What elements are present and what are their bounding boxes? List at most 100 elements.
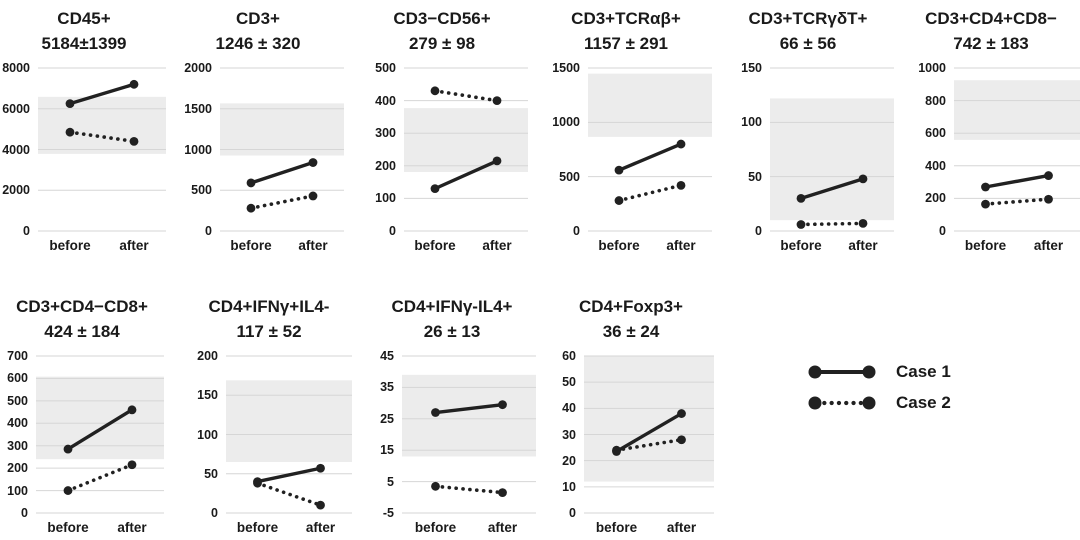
y-tick-label: 50 — [204, 466, 218, 481]
data-point-case-2-before — [246, 203, 256, 213]
chart-title: CD45+ — [57, 9, 111, 28]
case-1-line — [618, 142, 682, 172]
x-tick-label: before — [230, 238, 272, 253]
y-tick-label: 150 — [741, 61, 762, 75]
x-tick-label: after — [487, 520, 518, 535]
reference-band — [770, 98, 894, 221]
data-point-case-1-before — [430, 184, 440, 194]
y-tick-label: 40 — [562, 401, 576, 416]
x-tick-label: after — [482, 238, 512, 253]
reference-band — [226, 380, 352, 462]
plot-area: before after — [402, 355, 536, 540]
y-tick-label: 200 — [197, 349, 218, 363]
reference-band — [36, 376, 164, 460]
y-tick-label: -5 — [382, 506, 394, 520]
x-axis-labels: before after — [954, 238, 1080, 258]
y-axis-labels: 0 100 200 300 400 500 600 700 — [0, 349, 36, 520]
y-tick-label: 600 — [925, 126, 946, 141]
data-point-case-1-after — [498, 400, 507, 410]
reference-band — [584, 356, 714, 482]
data-point-case-2-before — [253, 478, 262, 488]
x-tick-label: before — [414, 520, 457, 535]
chart-svg — [588, 67, 712, 232]
y-axis-labels: 0 50 100 150 — [722, 61, 770, 238]
y-axis-labels: 0 2000 4000 6000 8000 — [2, 61, 38, 238]
x-tick-label: before — [780, 238, 822, 253]
case-1-line — [985, 173, 1049, 189]
y-tick-label: 100 — [375, 191, 396, 206]
chart-svg — [220, 67, 344, 232]
data-point-case-2-before — [796, 220, 806, 229]
chart-svg — [226, 355, 352, 514]
chart-title: CD3+TCRαβ+ — [571, 9, 681, 28]
data-point-case-1-after — [308, 158, 318, 167]
data-point-case-1-after — [129, 79, 139, 89]
chart-svg — [404, 67, 528, 232]
x-tick-label: after — [305, 520, 336, 535]
y-tick-label: 100 — [197, 427, 218, 442]
x-tick-label: before — [595, 520, 638, 535]
data-point-case-1-after — [677, 409, 686, 418]
data-point-case-2-after — [129, 136, 139, 146]
case-2-line — [68, 130, 136, 144]
case-1-line — [615, 412, 683, 453]
y-tick-label: 400 — [375, 93, 396, 108]
chart-subtitle: 5184±1399 — [41, 34, 127, 53]
x-axis-labels: before after — [38, 238, 166, 258]
chart-svg — [402, 355, 536, 514]
plot-row: 0 100 200 300 400 500 before after — [356, 61, 528, 258]
chart-panel-6: CD3+CD4+CD8− 742 ± 183 0 200 400 600 800 1000… — [902, 6, 1080, 258]
data-point-case-2-after — [1044, 194, 1053, 204]
y-tick-label: 500 — [375, 61, 396, 75]
x-axis-labels: before after — [36, 520, 164, 540]
chart-subtitle: 26 ± 13 — [423, 322, 481, 341]
x-axis-labels: before after — [226, 520, 352, 540]
x-tick-label: after — [666, 238, 696, 253]
y-tick-label: 50 — [562, 375, 576, 390]
y-tick-label: 1000 — [184, 142, 212, 157]
case-2-line — [433, 484, 505, 495]
y-tick-label: 500 — [7, 393, 28, 408]
x-tick-label: before — [598, 238, 640, 253]
plot-area: before after — [36, 355, 164, 540]
chart-panel-9: CD4+IFNγ-IL4+ 26 ± 13 -5 5 15 25 35 45 before… — [368, 294, 536, 540]
chart-title: CD3+TCRγδT+ — [748, 9, 868, 28]
chart-svg — [36, 355, 164, 514]
x-axis-labels: before after — [220, 238, 344, 258]
chart-svg — [38, 67, 166, 232]
x-tick-label: before — [414, 238, 456, 253]
chart-panel-3: CD3−CD56+ 279 ± 98 0 100 200 300 400 500 befo… — [356, 6, 528, 258]
chart-subtitle: 66 ± 56 — [779, 34, 837, 53]
plot-row: 0 50 100 150 before after — [722, 61, 894, 258]
chart-panel-2: CD3+ 1246 ± 320 0 500 1000 1500 2000 before a… — [172, 6, 344, 258]
y-axis-labels: 0 50 100 150 200 — [186, 349, 226, 520]
y-tick-label: 20 — [562, 453, 576, 468]
data-point-case-2-before — [431, 481, 440, 491]
data-point-case-2-after — [676, 180, 686, 190]
data-point-case-2-after — [492, 96, 502, 105]
y-tick-label: 0 — [939, 224, 946, 238]
chart-panel-1: CD45+ 5184±1399 0 2000 4000 6000 8000 before… — [2, 6, 166, 258]
chart-subtitle: 117 ± 52 — [236, 322, 302, 341]
chart-title: CD4+IFNγ-IL4+ — [391, 297, 513, 316]
y-tick-label: 1000 — [918, 61, 946, 75]
y-tick-label: 0 — [569, 506, 576, 520]
y-tick-label: 0 — [573, 224, 580, 238]
y-tick-label: 35 — [380, 380, 394, 395]
y-tick-label: 10 — [562, 479, 576, 494]
y-tick-label: 0 — [21, 506, 28, 520]
chart-title: CD4+IFNγ+IL4- — [208, 297, 330, 316]
chart-panel-8: CD4+IFNγ+IL4- 117 ± 52 0 50 100 150 200 befo… — [186, 294, 352, 540]
plot-area: before after — [404, 67, 528, 258]
case-2-line — [249, 194, 315, 210]
y-tick-label: 15 — [380, 443, 394, 458]
y-tick-label: 700 — [7, 349, 28, 363]
y-tick-label: 500 — [191, 183, 212, 198]
plot-row: 0 500 1000 1500 before after — [540, 61, 712, 258]
plot-area: before after — [38, 67, 166, 258]
case-2-line — [614, 437, 684, 452]
chart-panel-7: CD3+CD4−CD8+ 424 ± 184 0 100 200 300 400 500 6… — [0, 294, 164, 540]
chart-panel-4: CD3+TCRαβ+ 1157 ± 291 0 500 1000 1500 befor… — [540, 6, 712, 258]
data-point-case-1-after — [676, 139, 686, 149]
y-tick-label: 300 — [7, 438, 28, 453]
